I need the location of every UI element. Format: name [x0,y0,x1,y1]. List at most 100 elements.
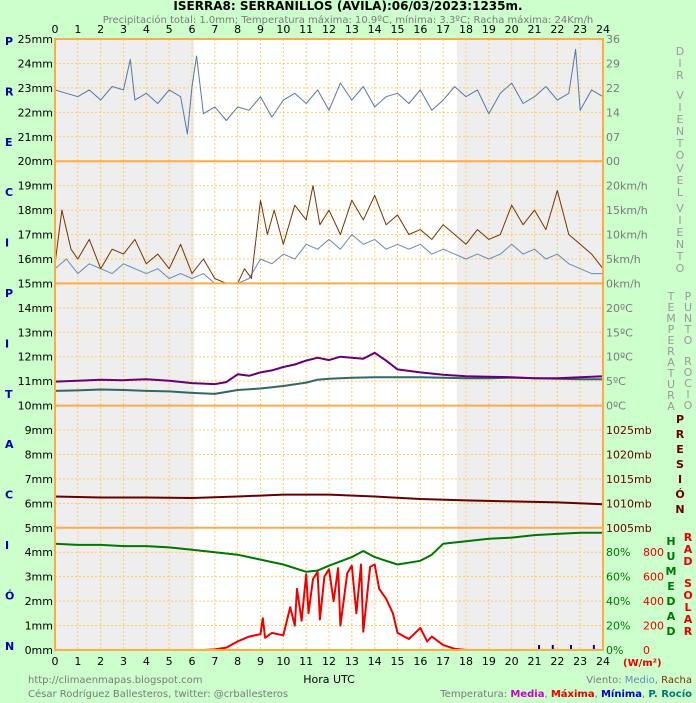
x-tick-bottom: 20 [505,655,519,668]
dewpoint-side-label: U [684,301,692,314]
precip-letter: Ó [5,589,14,602]
precip-letter: E [5,136,13,149]
x-tick-bottom: 16 [413,655,427,668]
right-tick-panel-4: 600 [643,571,664,584]
x-tick-top: 22 [550,23,564,36]
right-tick-panel-2: 0ºC [606,400,626,413]
right-tick-panel-0: 36 [606,33,620,46]
right-tick-panel-4: 0% [606,644,623,657]
x-tick-bottom: 3 [120,655,127,668]
wind-speed-side-label: E [677,174,684,187]
pressure-side-label: S [676,458,684,471]
x-tick-bottom: 22 [550,655,564,668]
pressure-side-label: I [678,473,682,486]
wind-direction-side-label: E [677,113,684,126]
right-tick-panel-0: 00 [606,155,620,168]
x-tick-top: 20 [505,23,519,36]
right-tick-panel-1: 15km/h [606,204,648,217]
x-tick-top: 6 [189,23,196,36]
wind-legend-racha: Racha [661,675,692,686]
wind-speed-side-label: V [676,202,684,215]
wind-legend: Viento: Medio, Racha [586,675,692,686]
precip-tick: 8mm [25,448,53,461]
precip-tick: 3mm [25,571,53,584]
pressure-side-label: E [676,443,684,456]
precip-axis-labels: 25mm 24mm 23mm 22mm 21mm 20mm 19mm 18mm 17mm 16mm… [5,33,53,657]
right-tick-panel-3: 1025mb [606,424,652,437]
right-tick-panel-0: 22 [606,82,620,95]
precip-tick: 2mm [25,595,53,608]
temperature-side-label: E [668,301,675,314]
right-tick-panel-4: 60% [606,571,630,584]
x-tick-bottom: 24 [596,655,610,668]
precip-letter: T [5,388,13,401]
wind-direction-side-label: R [676,69,684,82]
x-tick-top: 9 [257,23,264,36]
precip-letter: I [5,337,9,350]
precip-tick: 22mm [18,106,53,119]
wind-speed-side-label: I [678,214,681,227]
x-tick-top: 21 [528,23,542,36]
temperature-side-label: U [667,378,675,391]
x-tick-bottom: 11 [299,655,313,668]
right-tick-panel-1: 0km/h [606,277,641,290]
wind-speed-side-label: L [677,186,684,199]
humidity-line [54,531,603,573]
temperature-side-label: E [668,334,675,347]
x-tick-bottom: 19 [482,655,496,668]
right-tick-panel-4: 400 [643,595,664,608]
x-tick-top: 8 [234,23,241,36]
temp-legend-maxima: Máxima [551,688,595,700]
chart-subtitle: Precipitación total: 1.0mm; Temperatura … [103,14,594,26]
precip-letter: A [5,438,14,451]
temp-legend-minima: Mínima [601,688,642,700]
dewpoint-side-label: C [684,377,692,390]
temperature-side-label: M [666,312,676,325]
wind-direction-side-label: O [676,149,685,162]
dewpoint-side-label: N [684,312,692,325]
wind-legend-medio: Medio [625,675,655,686]
solar-side-label: L [684,601,691,614]
precip-letter: P [5,287,13,300]
wind-mean-line [54,234,603,284]
pressure-side-label: P [676,413,684,426]
temperature-mean-line [54,351,604,386]
x-tick-top: 17 [436,23,450,36]
precip-tick: 16mm [18,253,53,266]
precip-tick: 20mm [18,155,53,168]
wind-direction-side-label: D [676,45,684,58]
x-tick-top: 3 [120,23,127,36]
wind-legend-sep: , [655,675,658,686]
wind-speed-side-label: N [676,238,684,251]
right-tick-panel-1: 10km/h [606,229,648,242]
wind-direction-side-label: T [676,137,684,150]
right-tick-panel-4: 800 [643,546,664,559]
right-tick-panel-3: 1005mb [606,522,652,535]
x-tick-top: 14 [368,23,382,36]
grid-lines [55,39,603,650]
x-tick-top: 24 [596,23,610,36]
precip-tick: 7mm [25,473,53,486]
x-tick-bottom: 17 [436,655,450,668]
humidity-side-label: M [666,565,677,578]
chart-title: ISERRA8: SERRANILLOS (AVILA):06/03/2023:… [173,0,522,13]
wind-speed-side-label: O [676,262,685,275]
solar-side-label: R [684,625,693,638]
wind-gust-line [54,185,604,284]
temperature-side-label: A [667,356,675,369]
x-tick-top: 2 [97,23,104,36]
x-tick-top: 1 [74,23,81,36]
right-tick-panel-4: 200 [643,620,664,633]
footer-author: César Rodríguez Ballesteros, twitter: @c… [28,688,288,700]
x-tick-top: 12 [322,23,336,36]
pressure-line [54,493,604,506]
right-tick-panel-3: 1020mb [606,448,652,461]
right-tick-panel-4: 40% [606,595,630,608]
precip-letter: C [5,489,13,502]
temp-legend-prefix: Temperatura: [439,689,507,700]
x-tick-top: 18 [459,23,473,36]
temperature-side-label: T [667,290,675,303]
x-tick-bottom: 2 [97,655,104,668]
precip-tick: 12mm [18,351,53,364]
temp-legend-sep-3: , [642,689,645,700]
